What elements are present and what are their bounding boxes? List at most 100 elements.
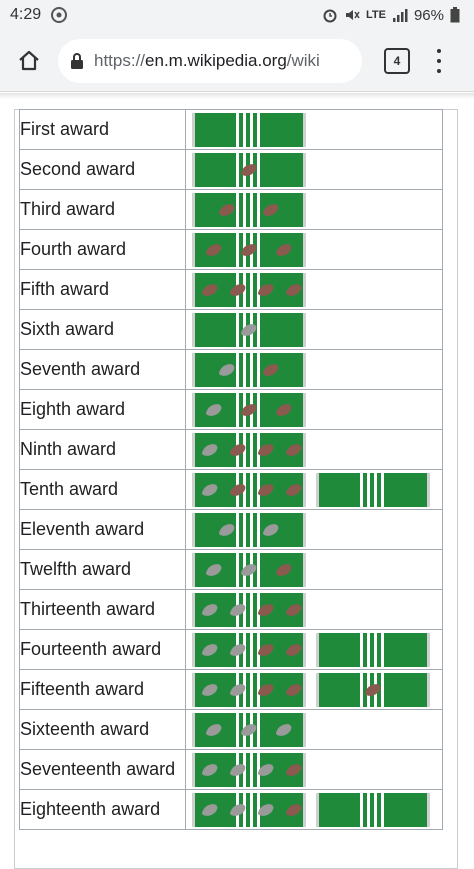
award-label: Ninth award xyxy=(19,429,186,470)
ribbon-bar xyxy=(191,392,306,427)
ribbon-bar xyxy=(191,632,306,667)
award-ribbons xyxy=(184,509,444,550)
table-row: Twelfth award xyxy=(19,549,444,590)
bronze-oak-leaf-icon xyxy=(285,283,301,296)
table-row: Fourth award xyxy=(19,229,444,270)
award-label: Fourteenth award xyxy=(19,629,186,670)
ribbon-bar xyxy=(191,592,306,627)
bronze-oak-leaf-icon xyxy=(285,763,301,776)
award-label: Fifth award xyxy=(19,269,186,310)
table-row: Seventh award xyxy=(19,349,444,390)
bronze-oak-leaf-icon xyxy=(364,683,380,696)
award-ribbons xyxy=(184,669,444,710)
award-label: Second award xyxy=(19,149,186,190)
award-label: Fourth award xyxy=(19,229,186,270)
bronze-oak-leaf-icon xyxy=(229,483,245,496)
silver-oak-leaf-icon xyxy=(229,763,245,776)
home-button[interactable] xyxy=(10,42,48,80)
status-right: LTE 96% xyxy=(322,7,460,24)
bronze-oak-leaf-icon xyxy=(240,403,256,416)
bronze-oak-leaf-icon xyxy=(285,443,301,456)
silver-oak-leaf-icon xyxy=(257,763,273,776)
table-row: Ninth award xyxy=(19,429,444,470)
ribbon-group xyxy=(186,471,442,509)
award-label: Twelfth award xyxy=(19,549,186,590)
silver-oak-leaf-icon xyxy=(201,483,217,496)
award-label: First award xyxy=(19,109,186,150)
page-content: First award Second award Third award Fourth… xyxy=(0,93,474,869)
silver-oak-leaf-icon xyxy=(205,563,221,576)
award-label: Fifteenth award xyxy=(19,669,186,710)
ribbon-bar xyxy=(191,152,306,187)
table-row: Sixth award xyxy=(19,309,444,350)
bronze-oak-leaf-icon xyxy=(285,643,301,656)
bronze-oak-leaf-icon xyxy=(285,483,301,496)
tab-count: 4 xyxy=(393,53,401,68)
ribbon-bar xyxy=(315,632,430,667)
address-bar[interactable]: https://en.m.wikipedia.org/wiki xyxy=(58,38,362,83)
award-ribbons xyxy=(184,629,444,670)
silver-oak-leaf-icon xyxy=(229,603,245,616)
ribbon-group xyxy=(186,751,442,789)
silver-oak-leaf-icon xyxy=(240,323,256,336)
bronze-oak-leaf-icon xyxy=(285,683,301,696)
ribbon-bar xyxy=(191,752,306,787)
url-text: https://en.m.wikipedia.org/wiki xyxy=(94,51,320,71)
network-type: LTE xyxy=(366,9,386,21)
tab-switcher-button[interactable]: 4 xyxy=(384,47,410,74)
ribbon-bar xyxy=(191,112,306,147)
ribbon-group xyxy=(186,311,442,349)
ribbon-bar xyxy=(315,472,430,507)
ribbon-group xyxy=(186,431,442,469)
award-label: Sixteenth award xyxy=(19,709,186,750)
award-ribbons xyxy=(184,189,444,230)
award-ribbons xyxy=(184,789,444,830)
status-bar: 4:29 LTE 96% xyxy=(0,0,474,30)
ribbon-bar xyxy=(191,272,306,307)
silver-oak-leaf-icon xyxy=(201,803,217,816)
award-label: Sixth award xyxy=(19,309,186,350)
awards-table: First award Second award Third award Fourth… xyxy=(19,109,444,830)
silver-oak-leaf-icon xyxy=(229,683,245,696)
table-row: Second award xyxy=(19,149,444,190)
bronze-oak-leaf-icon xyxy=(285,603,301,616)
bronze-oak-leaf-icon xyxy=(218,203,234,216)
silver-oak-leaf-icon xyxy=(218,523,234,536)
ribbon-bar xyxy=(191,712,306,747)
table-row: Fourteenth award xyxy=(19,629,444,670)
ribbon-group xyxy=(186,711,442,749)
bronze-oak-leaf-icon xyxy=(257,283,273,296)
silver-oak-leaf-icon xyxy=(240,723,256,736)
silver-oak-leaf-icon xyxy=(201,763,217,776)
status-left: 4:29 xyxy=(10,6,68,24)
mute-icon xyxy=(344,7,360,23)
table-row: Eighth award xyxy=(19,389,444,430)
award-ribbons xyxy=(184,269,444,310)
award-ribbons xyxy=(184,229,444,270)
table-row: Seventeenth award xyxy=(19,749,444,790)
silver-oak-leaf-icon xyxy=(229,803,245,816)
table-row: Sixteenth award xyxy=(19,709,444,750)
bronze-oak-leaf-icon xyxy=(257,643,273,656)
ribbon-group xyxy=(186,111,442,149)
bronze-oak-leaf-icon xyxy=(275,403,291,416)
overflow-menu-button[interactable] xyxy=(434,48,444,73)
ribbon-bar xyxy=(191,432,306,467)
award-ribbons xyxy=(184,709,444,750)
ribbon-group xyxy=(186,631,442,669)
ribbon-bar xyxy=(191,312,306,347)
browser-toolbar: https://en.m.wikipedia.org/wiki 4 xyxy=(0,30,474,92)
table-row: Fifth award xyxy=(19,269,444,310)
ribbon-bar xyxy=(191,792,306,827)
ribbon-bar xyxy=(191,472,306,507)
award-ribbons xyxy=(184,749,444,790)
award-ribbons xyxy=(184,109,444,150)
ribbon-group xyxy=(186,391,442,429)
ribbon-bar xyxy=(191,552,306,587)
silver-oak-leaf-icon xyxy=(201,683,217,696)
ribbon-group xyxy=(186,671,442,709)
ribbon-bar xyxy=(191,672,306,707)
ribbon-group xyxy=(186,511,442,549)
table-row: Third award xyxy=(19,189,444,230)
award-label: Eighteenth award xyxy=(19,789,186,830)
